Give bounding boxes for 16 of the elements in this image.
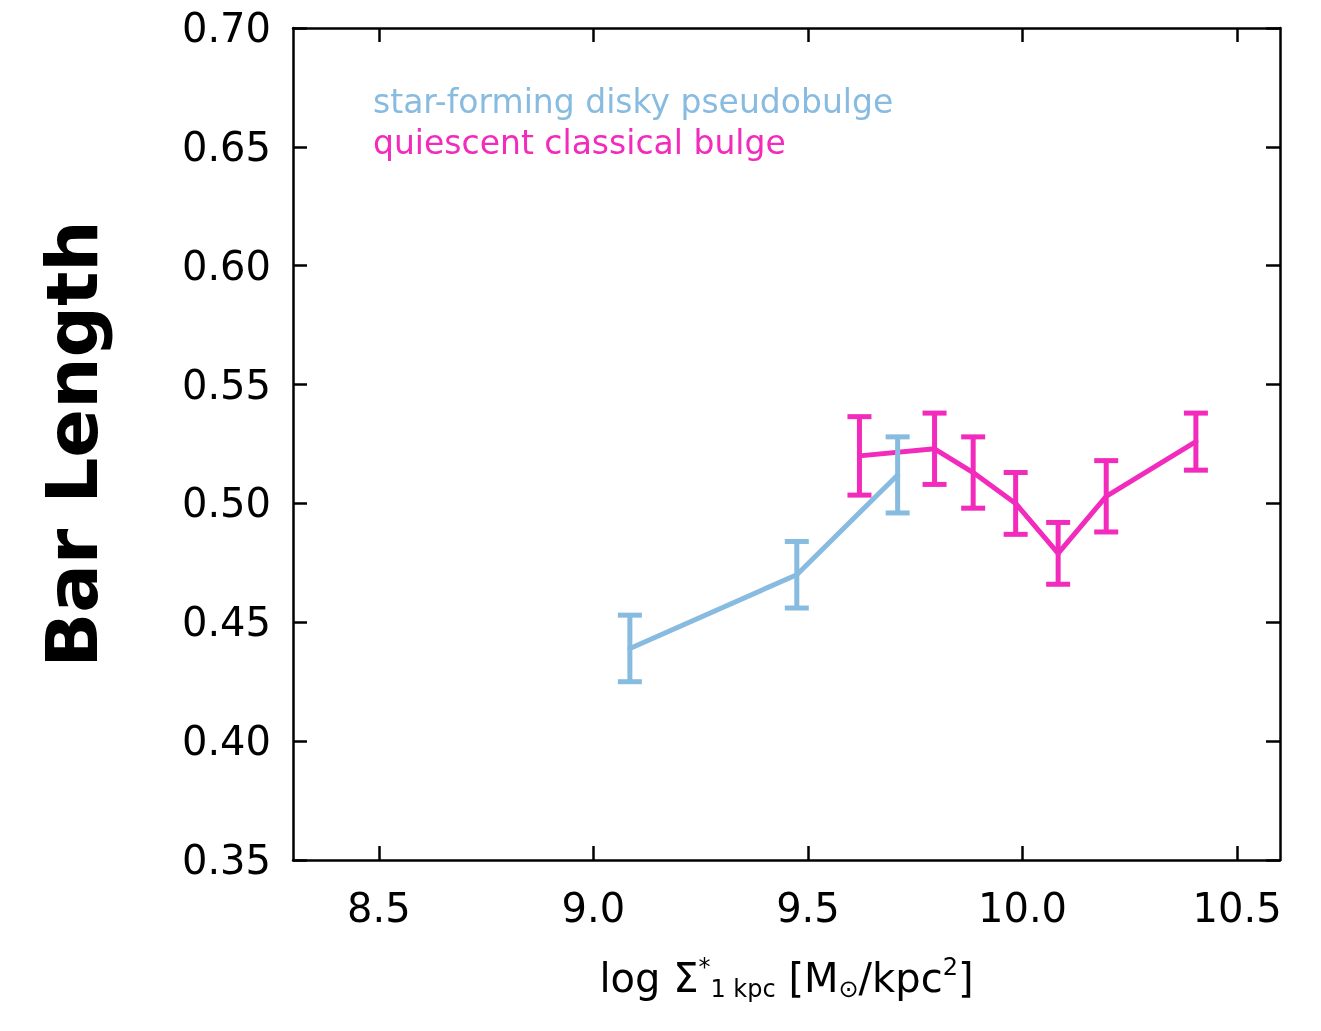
x-tick-label: 10.0 (977, 885, 1068, 931)
x-tick-label: 10.5 (1192, 885, 1282, 931)
y-tick-label: 0.40 (181, 718, 271, 765)
x-tick-label: 8.5 (347, 885, 411, 931)
x-tick-label: 9.5 (776, 885, 840, 931)
y-tick-label: 0.65 (181, 123, 271, 170)
y-tick-label: 0.55 (181, 361, 271, 408)
y-tick-label: 0.45 (181, 599, 271, 646)
y-tick-label: 0.60 (181, 242, 271, 289)
y-tick-label: 0.35 (181, 837, 271, 883)
text: star-forming disky pseudobulge (373, 82, 894, 121)
y-tick-label: 0.50 (181, 480, 271, 527)
y-tick-label: 0.70 (181, 5, 271, 51)
x-tick-label: 9.0 (561, 885, 626, 931)
text: quiescent classical bulge (373, 123, 786, 162)
y-axis-title: Bar Length (30, 220, 114, 668)
